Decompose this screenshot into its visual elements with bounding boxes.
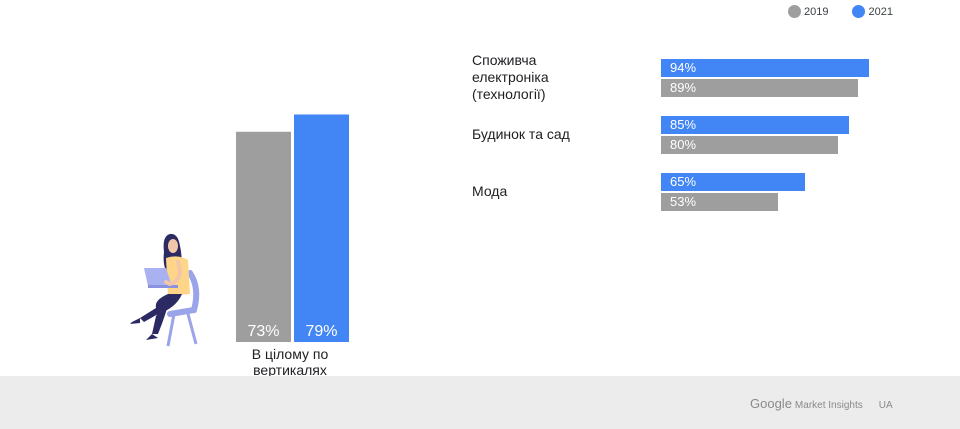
- bar-label-home-garden-2021: 85%: [670, 117, 697, 132]
- bar-label-fashion-2021: 65%: [670, 174, 697, 189]
- category-label-line: Будинок та сад: [472, 126, 570, 142]
- legend: 2019 2021: [788, 5, 917, 18]
- category-label-fashion: Мода: [472, 183, 632, 200]
- footer-brand: Google Market Insights UA: [750, 396, 893, 411]
- legend-dot-2021: [852, 5, 866, 18]
- bar-fashion-2019: 53%: [661, 193, 779, 211]
- country-code: UA: [878, 400, 893, 411]
- google-logo-text: Google: [750, 396, 792, 411]
- bar-electronics-2019: 89%: [661, 79, 858, 97]
- bar-label-fashion-2019: 53%: [670, 194, 697, 209]
- overall-caption: В цілому по вертикалях: [220, 346, 360, 378]
- bar-label-home-garden-2019: 80%: [670, 137, 697, 152]
- category-label-line: Мода: [472, 183, 508, 199]
- legend-item-2019: 2019: [788, 5, 828, 18]
- bar-label-electronics-2021: 94%: [670, 60, 697, 75]
- category-label-electronics: Споживча електроніка (технології): [472, 52, 632, 103]
- overall-bar-label-2019: 73%: [247, 323, 279, 340]
- overall-bar-2019: [236, 131, 291, 342]
- legend-dot-2019: [788, 5, 801, 18]
- category-label-line: Споживча: [472, 52, 537, 68]
- overall-bar-chart: 73% 79%: [236, 114, 349, 342]
- overall-bar-2021: [294, 114, 349, 342]
- product-name: Market Insights: [794, 400, 863, 411]
- legend-label-2021: 2021: [868, 5, 893, 18]
- bar-electronics-2021: 94%: [661, 59, 869, 77]
- woman-with-laptop-icon: [130, 233, 200, 347]
- bar-fashion-2021: 65%: [661, 173, 805, 191]
- bar-label-electronics-2019: 89%: [670, 80, 697, 95]
- footer: Google Market Insights UA: [0, 376, 960, 429]
- overall-caption-line1: В цілому по: [251, 346, 329, 362]
- legend-item-2021: 2021: [852, 5, 893, 18]
- overall-bar-label-2021: 79%: [305, 323, 337, 340]
- bar-home-garden-2021: 85%: [661, 116, 849, 134]
- overall-caption-line2: вертикалях: [253, 362, 327, 378]
- category-label-home-garden: Будинок та сад: [472, 126, 632, 143]
- legend-label-2019: 2019: [804, 5, 829, 18]
- bar-home-garden-2019: 80%: [661, 136, 838, 154]
- category-label-line: електроніка: [472, 69, 549, 85]
- category-label-line: (технології): [472, 86, 546, 102]
